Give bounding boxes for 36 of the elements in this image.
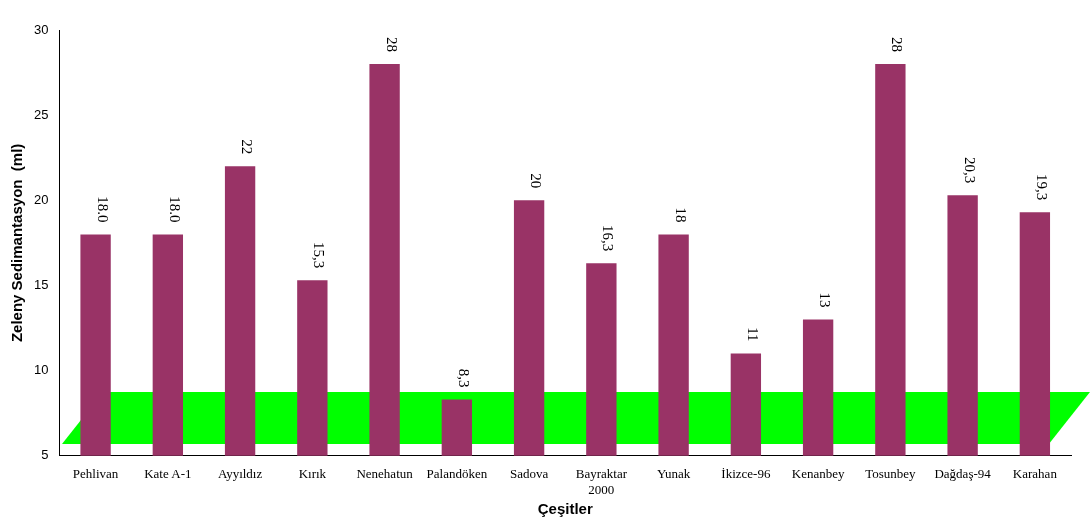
x-tick-label: Kate A-1	[144, 466, 192, 482]
data-label: 22	[239, 139, 256, 155]
y-tick-label: 5	[41, 447, 49, 463]
y-tick-label: 25	[33, 106, 49, 122]
data-label: 8,3	[455, 368, 472, 388]
data-label: 15,3	[311, 242, 328, 269]
x-tick-label: Dağdaş-94	[934, 466, 992, 482]
x-tick-label: Pehlivan	[72, 466, 119, 482]
x-tick-label: Palandöken	[426, 466, 488, 482]
x-tick-label: Sadova	[509, 466, 549, 482]
y-tick-label: 20	[33, 191, 49, 207]
x-tick-label: Ayyıldız	[217, 466, 263, 482]
x-tick-label: Tosunbey	[865, 466, 917, 482]
x-tick-label: Kırık	[298, 466, 327, 482]
x-tick-label: Yunak	[657, 466, 691, 482]
data-label: 18.0	[166, 196, 183, 223]
data-label: 13	[817, 292, 834, 308]
y-tick-label: 15	[33, 277, 49, 293]
y-axis-title: Zeleny Sedimantasyon (ml)	[8, 143, 26, 343]
x-tick-label: İkizce-96	[721, 466, 771, 482]
data-label: 11	[744, 327, 761, 342]
data-label: 28	[383, 37, 400, 53]
data-label: 19,3	[1033, 173, 1050, 201]
x-tick-label: Nenehatun	[356, 466, 414, 482]
data-label: 18	[672, 207, 689, 223]
data-label: 20,3	[961, 156, 978, 184]
x-axis-title: Çeşitler	[537, 500, 593, 518]
data-label: 20	[528, 173, 545, 189]
x-tick-label: Kenanbey	[791, 466, 845, 482]
x-tick-label: Karahan	[1012, 466, 1058, 482]
y-tick-label: 10	[33, 362, 49, 378]
y-tick-label: 30	[33, 21, 49, 37]
data-label: 16,3	[600, 225, 617, 252]
data-label: 18.0	[94, 196, 111, 223]
data-label: 28	[889, 37, 906, 53]
x-tick-label: Bayraktar 2000	[575, 466, 628, 497]
